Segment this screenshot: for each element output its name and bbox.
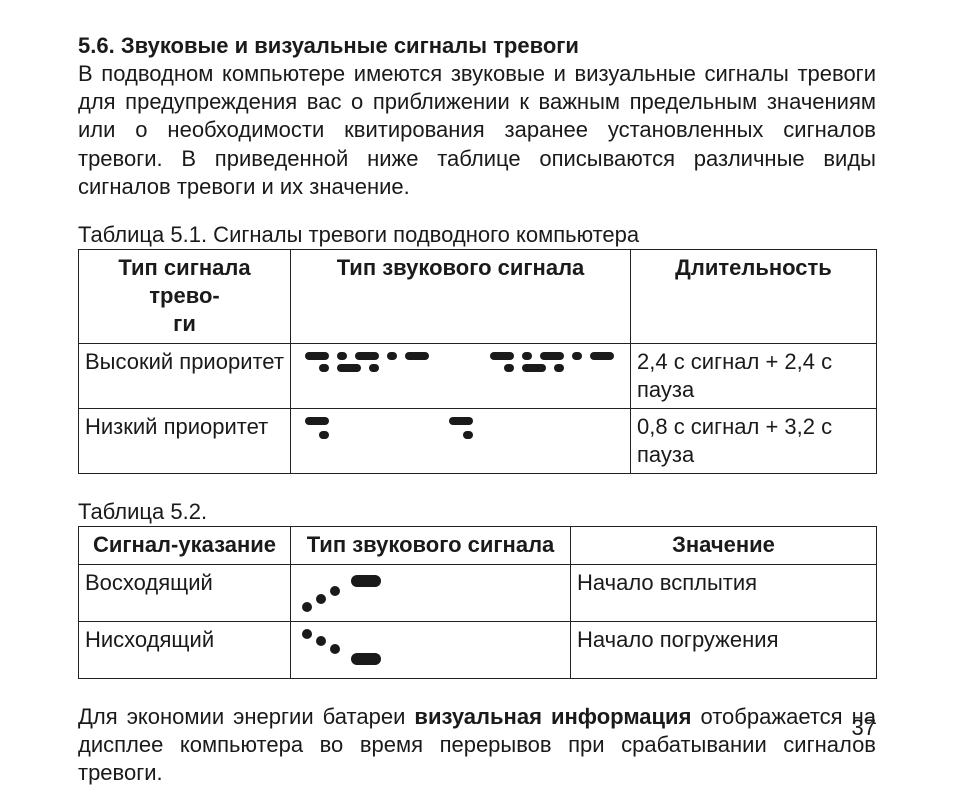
section-number: 5.6. — [78, 33, 115, 58]
section-heading: 5.6. Звуковые и визуальные сигналы трево… — [78, 32, 876, 60]
t1-r1-pattern — [291, 408, 631, 473]
table1-caption: Таблица 5.1. Сигналы тревоги подводного … — [78, 221, 876, 249]
table1-h2: Тип звукового сигнала — [291, 250, 631, 343]
t1-r1-type: Низкий приоритет — [79, 408, 291, 473]
morse-low-icon — [295, 413, 625, 447]
t2-r0-type: Восходящий — [79, 564, 291, 621]
footer-bold: визуальная информация — [414, 704, 691, 729]
footer-paragraph: Для экономии энергии батареи визуальная … — [78, 703, 876, 787]
ascending-icon — [295, 569, 555, 619]
table2-h3: Значение — [571, 527, 877, 564]
table2-h2: Тип звукового сигнала — [291, 527, 571, 564]
table2: Сигнал-указание Тип звукового сигнала Зн… — [78, 526, 877, 678]
table2-header-row: Сигнал-указание Тип звукового сигнала Зн… — [79, 527, 877, 564]
table1-h3: Длительность — [631, 250, 877, 343]
table-row: Восходящий Начало всплытия — [79, 564, 877, 621]
table2-h1: Сигнал-указание — [79, 527, 291, 564]
t1-r0-duration: 2,4 с сигнал + 2,4 с пауза — [631, 343, 877, 408]
t1-h1-l2: ги — [173, 311, 196, 336]
intro-paragraph: В подводном компьютере имеются звуковые … — [78, 60, 876, 201]
t2-r1-pattern — [291, 621, 571, 678]
table1: Тип сигнала трево- ги Тип звукового сигн… — [78, 249, 877, 474]
table-row: Нисходящий Начало погружения — [79, 621, 877, 678]
table1-header-row: Тип сигнала трево- ги Тип звукового сигн… — [79, 250, 877, 343]
t1-r0-pattern — [291, 343, 631, 408]
morse-high-icon — [295, 348, 625, 382]
t2-r0-meaning: Начало всплытия — [571, 564, 877, 621]
t1-h1-l1: Тип сигнала трево- — [118, 255, 250, 308]
table-row: Низкий приоритет 0,8 с сигнал + 3,2 с па… — [79, 408, 877, 473]
t2-r1-type: Нисходящий — [79, 621, 291, 678]
t2-r1-meaning: Начало погружения — [571, 621, 877, 678]
t2-r0-pattern — [291, 564, 571, 621]
page-number: 37 — [852, 714, 876, 742]
table-row: Высокий приоритет 2,4 с сигнал + 2,4 с п… — [79, 343, 877, 408]
section-title: Звуковые и визуальные сигналы тревоги — [121, 33, 579, 58]
footer-pre: Для экономии энергии батареи — [78, 704, 414, 729]
t1-r0-type: Высокий приоритет — [79, 343, 291, 408]
table2-caption: Таблица 5.2. — [78, 498, 876, 526]
t1-r1-duration: 0,8 с сигнал + 3,2 с пауза — [631, 408, 877, 473]
table1-h1: Тип сигнала трево- ги — [79, 250, 291, 343]
descending-icon — [295, 626, 555, 676]
